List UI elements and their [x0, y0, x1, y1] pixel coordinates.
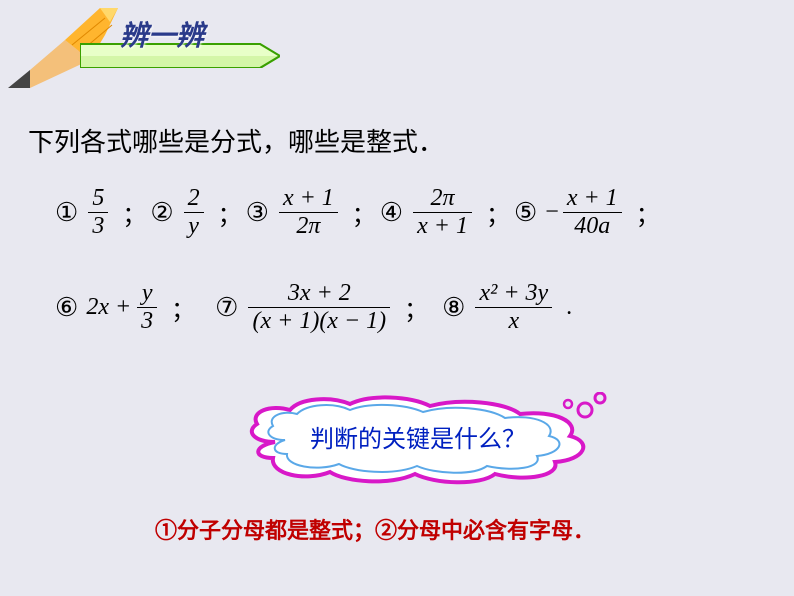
answer-text: ①分子分母都是整式；②分母中必含有字母．	[155, 513, 595, 545]
item-label: ④	[380, 198, 403, 228]
expr-item: ⑦ 3x + 2 (x + 1)(x − 1)	[215, 280, 392, 335]
expr-item: ② 2 y	[150, 185, 205, 240]
item-label: ③	[246, 198, 269, 228]
expression-row-2: ⑥ 2x + y 3 ； ⑦ 3x + 2 (x + 1)(x − 1) ； ⑧…	[55, 280, 755, 335]
section-title: 辨一辨	[120, 14, 204, 54]
expr-item: ⑥ 2x + y 3	[55, 280, 159, 335]
item-label: ⑦	[215, 293, 238, 323]
item-label: ①	[55, 198, 78, 228]
question-text: 下列各式哪些是分式，哪些是整式．	[28, 122, 444, 159]
expression-list: ① 5 3 ； ② 2 y ； ③ x + 1 2π ；	[55, 185, 755, 375]
expr-item: ⑤ − x + 1 40a	[514, 185, 624, 240]
expr-item: ③ x + 1 2π	[246, 185, 340, 240]
item-label: ②	[150, 198, 173, 228]
header: 辨一辨	[0, 0, 794, 90]
item-label: ⑤	[514, 198, 537, 228]
expr-item: ⑧ x² + 3y x	[442, 280, 554, 335]
speech-text: 判断的关键是什么？	[310, 419, 526, 454]
expr-item: ④ 2π x + 1	[380, 185, 474, 240]
item-label: ⑥	[55, 293, 78, 323]
expression-row-1: ① 5 3 ； ② 2 y ； ③ x + 1 2π ；	[55, 185, 755, 240]
expr-item: ① 5 3	[55, 185, 110, 240]
item-label: ⑧	[442, 293, 465, 323]
